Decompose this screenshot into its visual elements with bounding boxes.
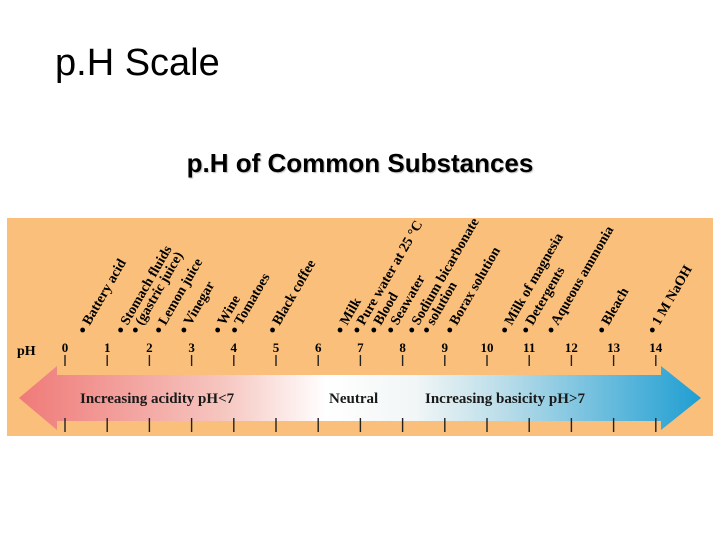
substance-bullet bbox=[337, 327, 343, 333]
substance-bullet bbox=[270, 327, 275, 333]
substance-bullet bbox=[388, 327, 394, 333]
substance-bullet bbox=[523, 327, 529, 333]
substance-bullet bbox=[215, 327, 221, 333]
substance-label: Battery acid bbox=[80, 257, 130, 333]
substance-label: Bleach bbox=[599, 285, 632, 333]
tick-label: 13 bbox=[607, 340, 621, 355]
substance-name: Black coffee bbox=[270, 257, 319, 327]
band-label-basic: Increasing basicity pH>7 bbox=[425, 391, 585, 407]
tick-label: 7 bbox=[357, 340, 364, 355]
substance-name: 1 M NaOH bbox=[650, 263, 696, 328]
tick-label: 4 bbox=[231, 340, 238, 355]
tick-label: 8 bbox=[399, 340, 406, 355]
band-label-neutral: Neutral bbox=[329, 391, 378, 407]
tick-label: 14 bbox=[649, 340, 663, 355]
tick-label: 0 bbox=[62, 340, 69, 355]
substance-bullet bbox=[548, 327, 554, 333]
substance-bullet bbox=[371, 327, 377, 333]
ph-scale-panel: 0 1 2 3 4 5 6 7 8 9 10 11 12 13 14 pH Increasing acidity… bbox=[7, 218, 713, 436]
substance-bullet bbox=[649, 327, 655, 333]
tick-label: 2 bbox=[146, 340, 153, 355]
tick-label: 3 bbox=[188, 340, 195, 355]
substance-bullet bbox=[599, 327, 605, 333]
substance-bullet bbox=[232, 327, 237, 333]
substance-bullet bbox=[80, 327, 86, 333]
tick-label: 12 bbox=[565, 340, 578, 355]
substance-bullet bbox=[181, 327, 187, 333]
tick-label: 6 bbox=[315, 340, 322, 355]
tick-label: 9 bbox=[442, 340, 449, 355]
substance-bullet bbox=[502, 327, 508, 333]
tick-label: 11 bbox=[523, 340, 535, 355]
slide-subtitle: p.H of Common Substances bbox=[186, 148, 534, 178]
substance-bullet bbox=[132, 327, 138, 333]
substance-name: Bleach bbox=[599, 285, 632, 328]
substance-bullet bbox=[118, 327, 124, 333]
substance-bullet bbox=[156, 327, 161, 333]
substance-bullet bbox=[447, 327, 453, 333]
band-label-acidic: Increasing acidity pH<7 bbox=[80, 391, 235, 407]
substance-label: 1 M NaOH bbox=[649, 263, 696, 333]
axis-label-ph: pH bbox=[17, 344, 36, 359]
tick-label: 5 bbox=[273, 340, 280, 355]
substance-bullet bbox=[354, 327, 360, 333]
substance-bullet bbox=[409, 327, 415, 333]
slide-title: p.H Scale bbox=[55, 42, 220, 84]
substance-label: Black coffee bbox=[270, 257, 319, 333]
ph-gradient-arrow bbox=[19, 366, 701, 430]
substance-bullet bbox=[424, 327, 429, 333]
tick-label: 10 bbox=[481, 340, 494, 355]
tick-label: 1 bbox=[104, 340, 111, 355]
